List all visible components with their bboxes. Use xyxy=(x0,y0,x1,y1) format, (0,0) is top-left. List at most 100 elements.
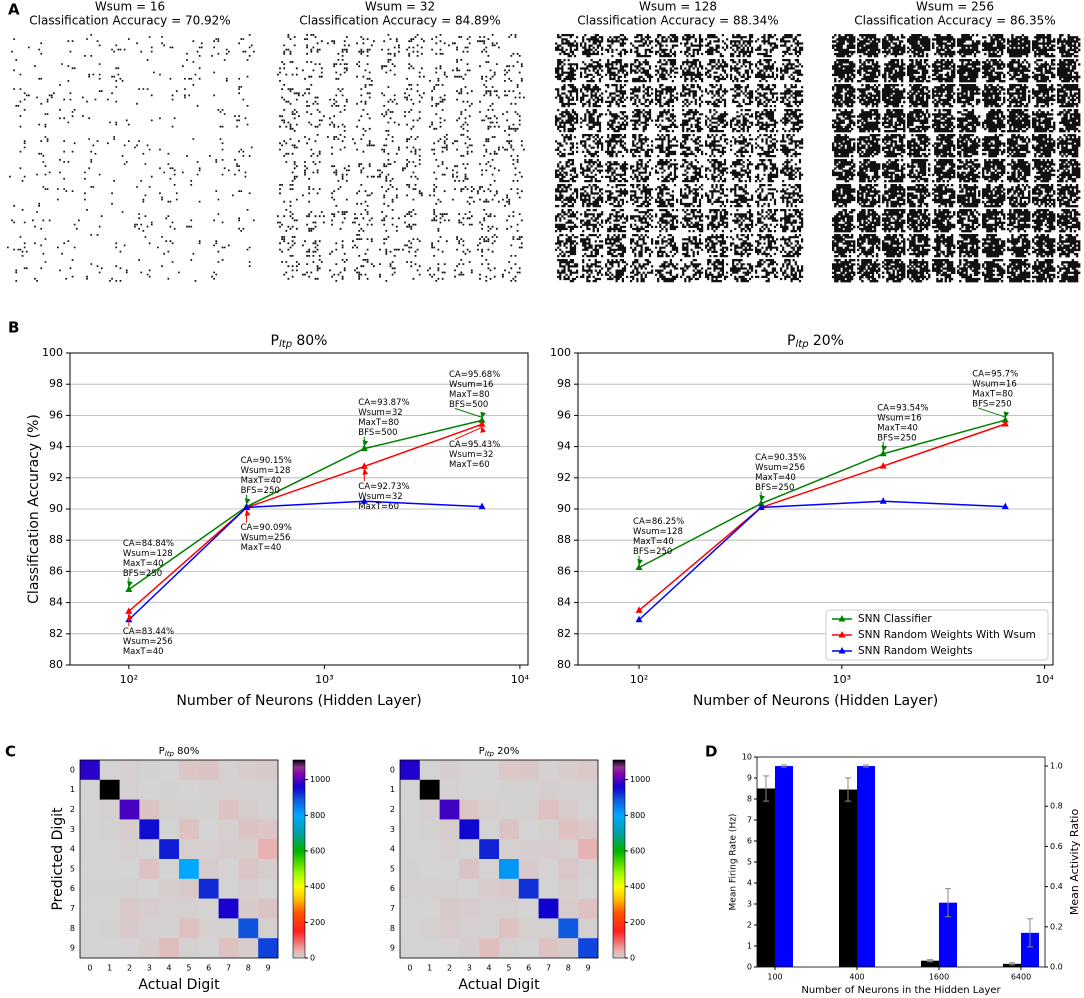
chart-title: Pltp 20% xyxy=(787,333,844,350)
x-tick-label: 9 xyxy=(266,964,271,973)
map-subtitle: Classification Accuracy = 84.89% xyxy=(299,14,500,28)
heatmap-cell xyxy=(139,799,160,820)
annotation-text: BFS=250 xyxy=(633,547,672,557)
heatmap-cell xyxy=(439,839,460,860)
heatmap-cell xyxy=(179,898,200,919)
heatmap-cell xyxy=(538,918,559,939)
heatmap-cell xyxy=(459,799,480,820)
y2-tick-label: 0.0 xyxy=(1050,963,1063,972)
x-tick-label: 10⁴ xyxy=(1035,673,1054,686)
heatmap-cell xyxy=(119,819,140,840)
error-bar xyxy=(927,959,933,963)
y-tick-label: 88 xyxy=(49,533,63,546)
heatmap-cell xyxy=(558,878,579,899)
point-marker xyxy=(1001,502,1009,510)
colorbar-tick-label: 600 xyxy=(630,846,645,855)
legend-marker xyxy=(838,647,846,654)
title-suffix: 80% xyxy=(177,746,199,757)
y-tick-label: 1 xyxy=(747,942,752,951)
heatmap-cell xyxy=(578,779,599,800)
annotation-text: CA=90.15% xyxy=(241,456,292,466)
title-sub: ltp xyxy=(485,749,495,758)
heatmap-cell xyxy=(258,779,279,800)
heatmap-cell xyxy=(238,799,259,820)
heatmap-cell xyxy=(139,938,160,959)
x-tick-label: 4 xyxy=(167,964,172,973)
annotation-text: Wsum=16 xyxy=(449,380,493,390)
x-tick-label: 1 xyxy=(107,964,112,973)
arrow-head xyxy=(637,558,643,566)
heatmap-cell xyxy=(80,898,101,919)
y-tick-label: 1 xyxy=(70,785,75,794)
error-bar xyxy=(1009,962,1015,966)
heatmap-cell xyxy=(400,938,421,959)
y-tick-label: 2 xyxy=(70,805,75,814)
heatmap-cell xyxy=(459,898,480,919)
heatmap-cell xyxy=(499,898,520,919)
heatmap-cell xyxy=(80,938,101,959)
error-bar xyxy=(845,777,851,802)
heatmap-cell xyxy=(198,819,219,840)
y-tick-label: 3 xyxy=(390,825,395,834)
heatmap-cell xyxy=(499,819,520,840)
heatmap-frame xyxy=(399,759,599,959)
heatmap-cell xyxy=(238,859,259,880)
heatmap-cell xyxy=(419,859,440,880)
y-axis-label: Classification Accuracy (%) xyxy=(26,414,42,604)
x-tick-label: 1 xyxy=(427,964,432,973)
annotation-text: CA=93.87% xyxy=(358,398,409,408)
heatmap-frame xyxy=(79,759,279,959)
y-axis-label: Predicted Digit xyxy=(50,807,66,911)
heatmap-cell xyxy=(538,760,559,781)
title-main: P xyxy=(271,333,279,349)
heatmap-cell xyxy=(578,898,599,919)
point-marker xyxy=(635,563,643,570)
x-tick-label: 4 xyxy=(487,964,492,973)
colorbar-tick-label: 600 xyxy=(310,846,325,855)
heatmap-cell xyxy=(518,859,539,880)
heatmap-cell xyxy=(518,898,539,919)
heatmap-cell xyxy=(198,799,219,820)
heatmap-cell xyxy=(479,819,500,840)
heatmap-cell xyxy=(558,938,579,959)
heatmap-cell xyxy=(518,918,539,939)
heatmap-cell xyxy=(218,878,239,899)
x-axis-label: Actual Digit xyxy=(458,977,540,993)
heatmap-cell xyxy=(518,878,539,899)
heatmap-cell xyxy=(439,799,460,820)
heatmap-cell xyxy=(558,839,579,860)
colorbar xyxy=(292,759,306,959)
heatmap-cell xyxy=(218,859,239,880)
point-marker xyxy=(879,497,887,504)
heatmap-cell xyxy=(499,859,520,880)
heatmap-cell xyxy=(538,938,559,959)
point-marker xyxy=(360,462,368,469)
point-marker xyxy=(757,499,765,507)
y-tick-label: 82 xyxy=(49,627,63,640)
heatmap-cell xyxy=(439,898,460,919)
x-tick-label: 9 xyxy=(586,964,591,973)
colorbar-tick-label: 200 xyxy=(630,918,645,927)
heatmap-cell xyxy=(179,819,200,840)
heatmap-cell xyxy=(499,938,520,959)
heatmap-cell xyxy=(218,799,239,820)
y2-tick-label: 1.0 xyxy=(1050,762,1063,771)
heatmap-cell xyxy=(159,859,180,880)
heatmap-cell xyxy=(400,859,421,880)
panel-label: B xyxy=(8,319,19,337)
heatmap-cell xyxy=(159,839,180,860)
heatmap-cell xyxy=(400,878,421,899)
legend-label: SNN Random Weights With Wsum xyxy=(858,629,1036,641)
chart-title: Pltp 20% xyxy=(479,746,520,758)
plot-frame xyxy=(577,352,1054,666)
y-tick-label: 0 xyxy=(70,765,75,774)
heatmap-cell xyxy=(558,819,579,840)
heatmap-cell xyxy=(439,859,460,880)
heatmap-cell xyxy=(439,760,460,781)
heatmap-cell xyxy=(558,779,579,800)
legend-label: SNN Classifier xyxy=(858,613,932,625)
heatmap-cell xyxy=(400,918,421,939)
annotation-text: BFS=250 xyxy=(123,569,162,579)
heatmap-cell xyxy=(139,859,160,880)
arrow-head xyxy=(244,509,251,517)
